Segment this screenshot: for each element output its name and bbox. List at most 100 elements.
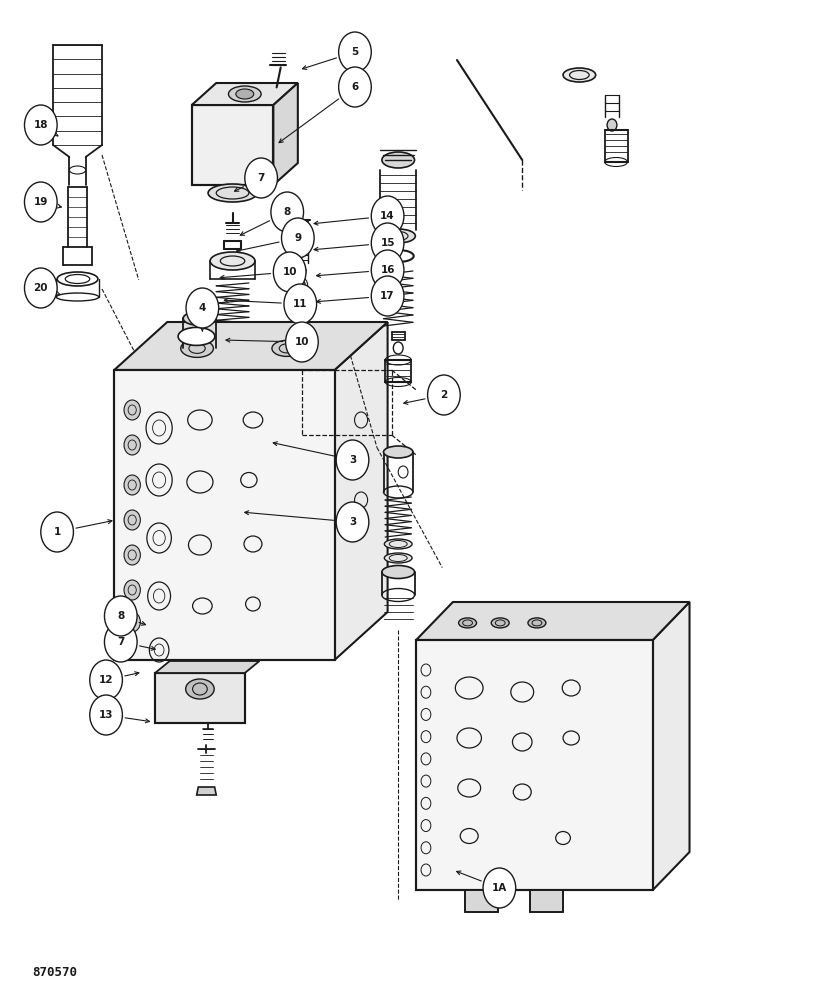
- Text: 1A: 1A: [492, 883, 507, 893]
- Ellipse shape: [183, 311, 215, 325]
- Circle shape: [339, 67, 371, 107]
- Text: 14: 14: [380, 211, 395, 221]
- Bar: [416, 640, 653, 890]
- Text: 7: 7: [257, 173, 265, 183]
- Circle shape: [371, 250, 404, 290]
- Bar: [530, 890, 563, 912]
- Text: 17: 17: [380, 291, 395, 301]
- Bar: [465, 890, 498, 912]
- Ellipse shape: [210, 252, 255, 270]
- Text: 1: 1: [54, 527, 60, 537]
- Text: 870570: 870570: [33, 966, 78, 978]
- Circle shape: [271, 192, 304, 232]
- Text: 11: 11: [293, 299, 308, 309]
- Bar: [155, 673, 245, 723]
- Circle shape: [371, 276, 404, 316]
- Circle shape: [186, 288, 219, 328]
- Text: 18: 18: [33, 120, 48, 130]
- Circle shape: [286, 322, 318, 362]
- Circle shape: [339, 32, 371, 72]
- Polygon shape: [653, 602, 690, 890]
- Text: 5: 5: [352, 47, 358, 57]
- Text: 9: 9: [295, 233, 301, 243]
- Ellipse shape: [382, 565, 415, 578]
- Ellipse shape: [528, 618, 546, 628]
- Text: 3: 3: [349, 517, 356, 527]
- Circle shape: [24, 182, 57, 222]
- Text: 10: 10: [295, 337, 309, 347]
- Circle shape: [336, 440, 369, 480]
- Circle shape: [245, 158, 277, 198]
- Ellipse shape: [491, 618, 509, 628]
- Bar: [530, 890, 563, 912]
- Circle shape: [371, 196, 404, 236]
- Text: 8: 8: [118, 611, 124, 621]
- Ellipse shape: [228, 86, 261, 102]
- Circle shape: [41, 512, 73, 552]
- Circle shape: [607, 119, 617, 131]
- Polygon shape: [114, 322, 388, 370]
- Circle shape: [124, 545, 140, 565]
- Bar: [192, 105, 273, 185]
- Polygon shape: [273, 83, 298, 185]
- Ellipse shape: [384, 567, 412, 577]
- Circle shape: [124, 510, 140, 530]
- Ellipse shape: [272, 340, 301, 356]
- Circle shape: [124, 475, 140, 495]
- Circle shape: [336, 502, 369, 542]
- Circle shape: [124, 612, 140, 632]
- Text: 15: 15: [380, 238, 395, 248]
- Circle shape: [24, 268, 57, 308]
- Bar: [114, 370, 335, 660]
- Ellipse shape: [185, 679, 214, 699]
- Text: 6: 6: [352, 82, 358, 92]
- Circle shape: [90, 660, 122, 700]
- Text: 13: 13: [99, 710, 113, 720]
- Circle shape: [104, 596, 137, 636]
- Bar: [155, 673, 245, 723]
- Bar: [416, 640, 653, 890]
- Ellipse shape: [381, 229, 415, 243]
- Circle shape: [104, 622, 137, 662]
- Ellipse shape: [181, 339, 214, 357]
- Text: 19: 19: [33, 197, 48, 207]
- Text: 8: 8: [284, 207, 290, 217]
- Circle shape: [282, 218, 314, 258]
- Circle shape: [124, 400, 140, 420]
- Circle shape: [90, 695, 122, 735]
- Circle shape: [284, 284, 317, 324]
- Ellipse shape: [236, 89, 254, 99]
- Ellipse shape: [178, 327, 215, 345]
- Text: 4: 4: [198, 303, 206, 313]
- Ellipse shape: [57, 272, 98, 286]
- Polygon shape: [192, 83, 298, 105]
- Circle shape: [124, 435, 140, 455]
- Bar: [192, 105, 273, 185]
- Polygon shape: [335, 322, 388, 660]
- Circle shape: [24, 105, 57, 145]
- Ellipse shape: [384, 539, 412, 549]
- Circle shape: [483, 868, 516, 908]
- Text: 10: 10: [282, 267, 297, 277]
- Text: 16: 16: [380, 265, 395, 275]
- Ellipse shape: [563, 68, 596, 82]
- Ellipse shape: [384, 446, 413, 458]
- Polygon shape: [416, 602, 690, 640]
- Bar: [114, 370, 335, 660]
- Ellipse shape: [459, 618, 477, 628]
- Ellipse shape: [212, 323, 253, 339]
- Circle shape: [428, 375, 460, 415]
- Text: 12: 12: [99, 675, 113, 685]
- Polygon shape: [197, 787, 216, 795]
- Circle shape: [273, 252, 306, 292]
- Text: 2: 2: [441, 390, 447, 400]
- Ellipse shape: [208, 184, 257, 202]
- Circle shape: [371, 223, 404, 263]
- Text: 3: 3: [349, 455, 356, 465]
- Bar: [465, 890, 498, 912]
- Polygon shape: [155, 661, 259, 673]
- Ellipse shape: [382, 152, 415, 168]
- Text: 7: 7: [117, 637, 125, 647]
- Ellipse shape: [384, 553, 412, 563]
- Circle shape: [124, 580, 140, 600]
